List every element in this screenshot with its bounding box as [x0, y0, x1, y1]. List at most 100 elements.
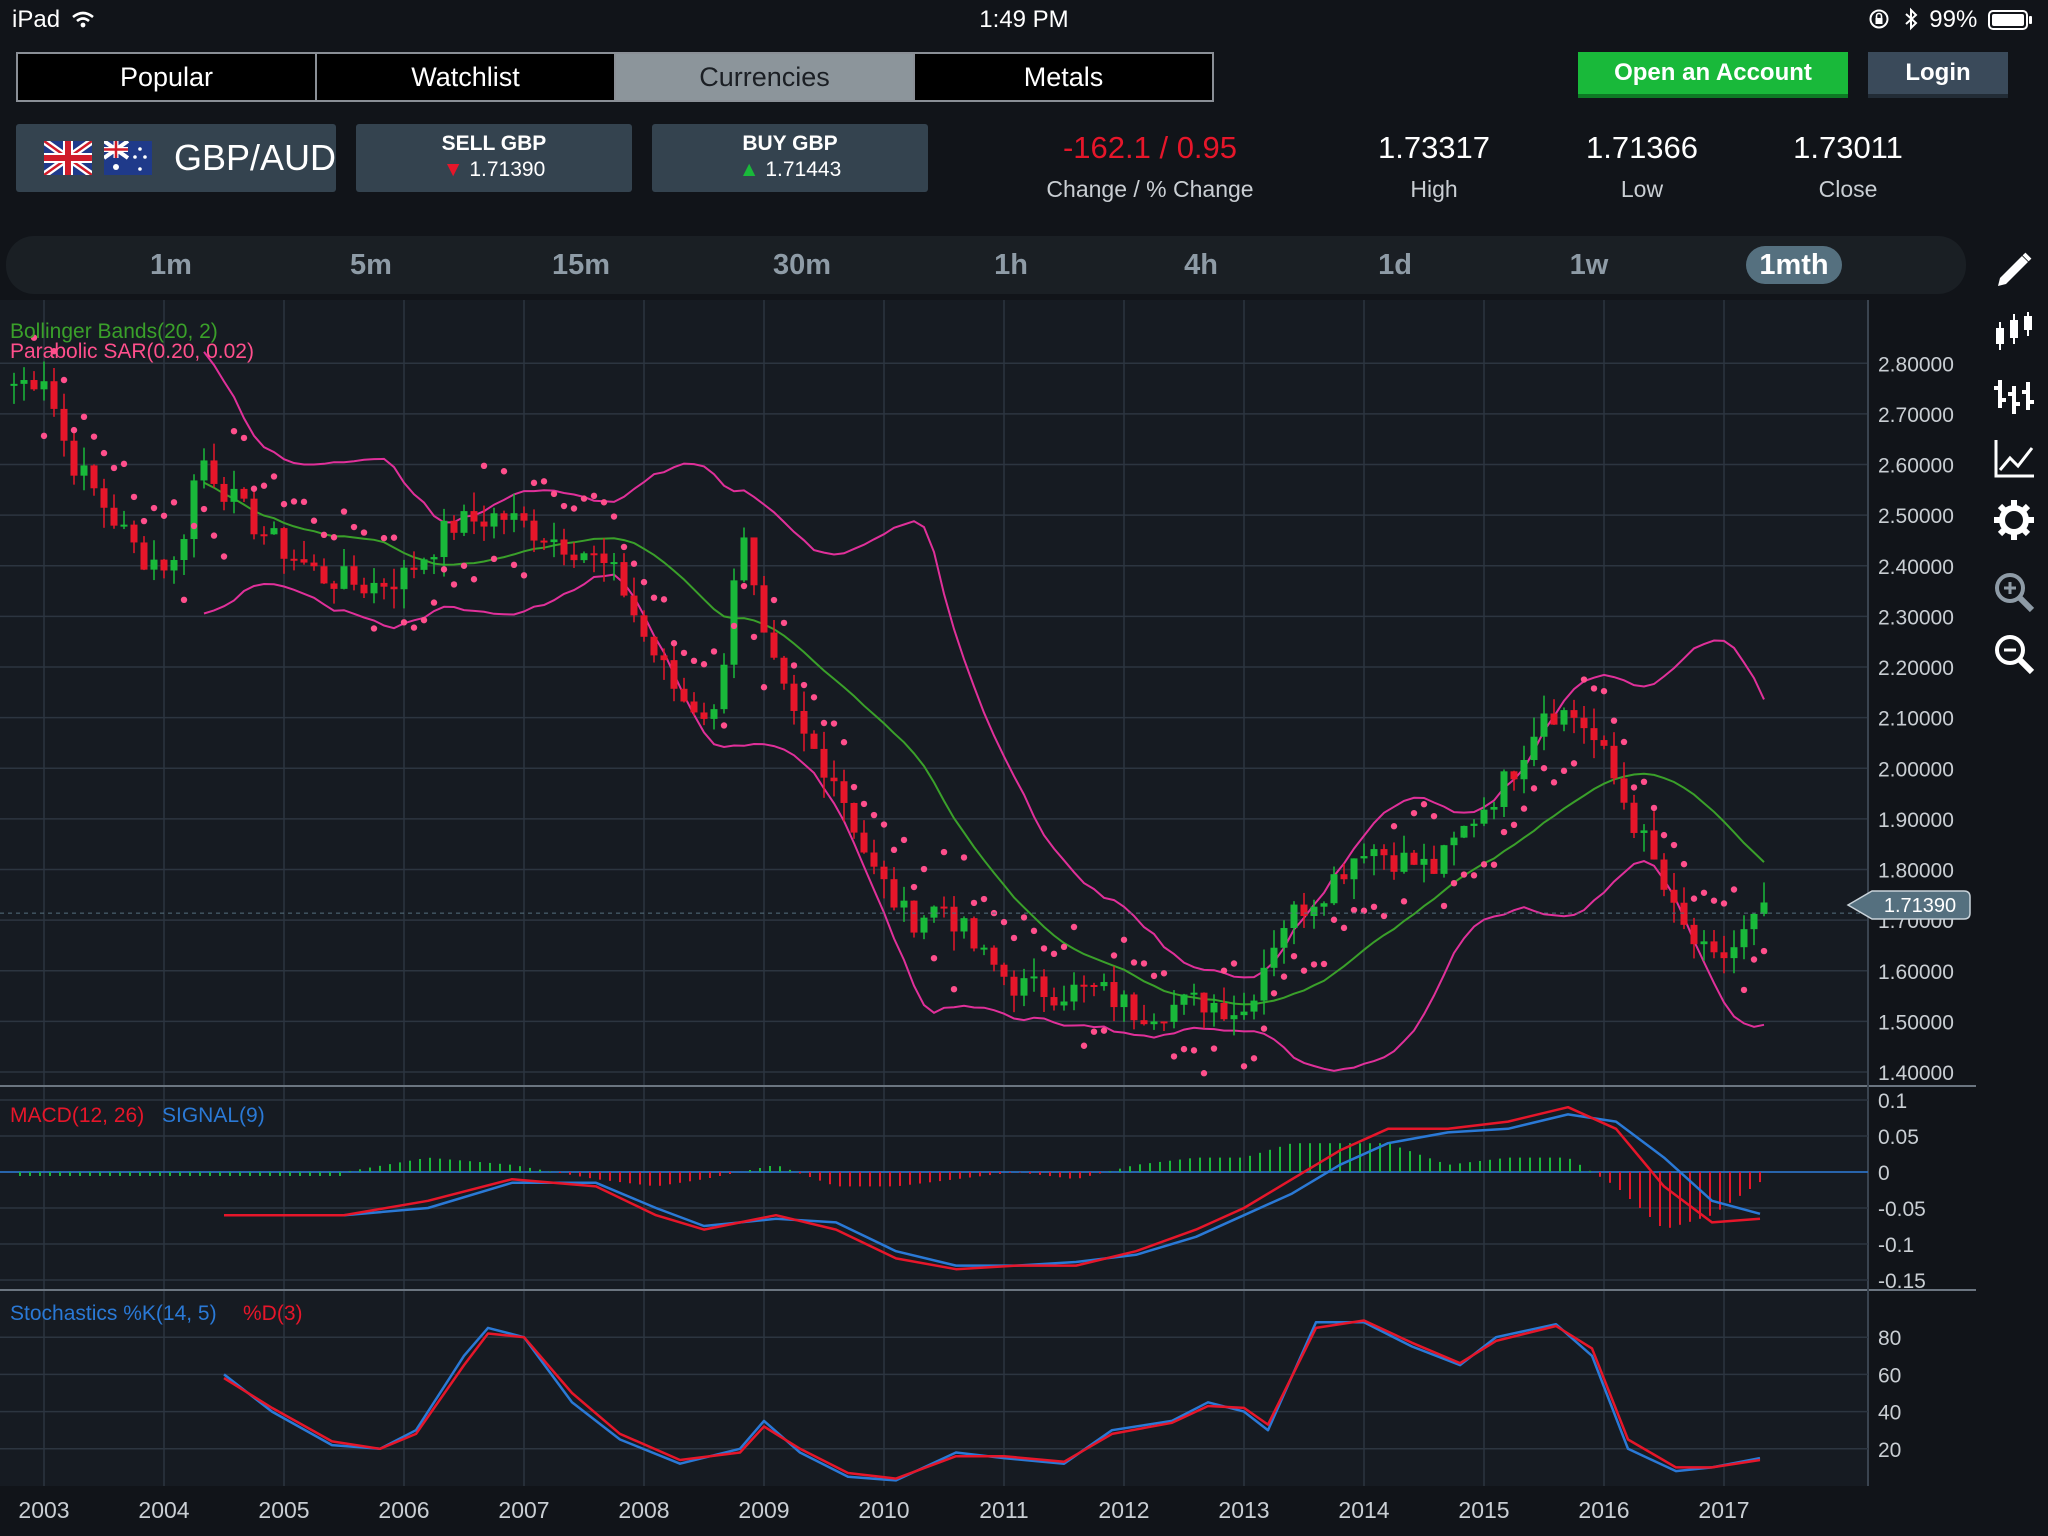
- candle-body: [140, 542, 148, 570]
- candle-body: [570, 554, 578, 561]
- price-chart[interactable]: 2003 2004 2005 2006 2007 2008 2009 2010 2011 2012…: [0, 300, 1976, 1536]
- y-tick-label: -0.15: [1878, 1270, 1926, 1293]
- pair-name: GBP/AUD: [173, 137, 336, 178]
- x-tick-label: 2012: [1098, 1497, 1149, 1523]
- candle-body: [450, 520, 458, 533]
- sar-dot: [940, 848, 948, 856]
- timeframe-1w[interactable]: 1w: [1569, 248, 1609, 281]
- tab-currencies[interactable]: Currencies: [616, 54, 915, 100]
- sar-dot: [380, 534, 388, 542]
- sar-dot: [450, 581, 458, 588]
- candle-body: [650, 636, 658, 656]
- timeframe-1h[interactable]: 1h: [994, 248, 1028, 281]
- timeframe-15m[interactable]: 15m: [551, 248, 611, 281]
- candle-body: [230, 488, 238, 502]
- macd-legend: MACD(12, 26): [10, 1104, 144, 1127]
- candle-body: [1470, 823, 1478, 826]
- candle-body: [1170, 1004, 1178, 1022]
- candle-body: [1510, 771, 1518, 780]
- candle-body: [460, 511, 468, 533]
- sar-dot: [820, 719, 828, 727]
- macd-chart-marks: [0, 1105, 1868, 1271]
- sar-dot: [1570, 760, 1578, 767]
- candle-body: [700, 712, 708, 719]
- sar-dot: [620, 543, 628, 551]
- sar-dot: [420, 616, 428, 624]
- y-tick-label: 1.40000: [1878, 1062, 1954, 1085]
- sar-dot: [170, 499, 178, 506]
- sar-dot: [160, 512, 168, 519]
- sar-dot: [240, 434, 248, 442]
- candle-body: [1320, 903, 1328, 907]
- sar-dot: [800, 681, 808, 689]
- sar-dot: [1450, 879, 1458, 887]
- candle-body: [730, 580, 738, 665]
- pencil-icon[interactable]: [1992, 248, 2036, 292]
- zoom-out-icon[interactable]: [1992, 632, 2036, 676]
- sar-dot: [280, 500, 288, 508]
- candlestick-icon[interactable]: [1992, 310, 2036, 354]
- sell-button[interactable]: SELL GBP ▼ 1.71390: [356, 124, 632, 192]
- candle-body: [480, 521, 488, 527]
- sar-dot: [530, 479, 538, 487]
- sar-dot: [730, 622, 738, 630]
- y-tick-label: -0.1: [1878, 1234, 1914, 1257]
- candle-body: [1600, 740, 1608, 746]
- sar-dot: [1480, 861, 1488, 868]
- candle-body: [210, 460, 218, 484]
- y-tick-label: 60: [1878, 1364, 1901, 1387]
- line-chart-icon[interactable]: [1992, 436, 2036, 480]
- candle-body: [540, 540, 548, 543]
- gear-icon[interactable]: [1992, 498, 2036, 542]
- sar-dot: [850, 783, 858, 791]
- sar-dot: [1430, 812, 1438, 820]
- timeframe-1m[interactable]: 1m: [150, 248, 192, 281]
- login-button[interactable]: Login: [1868, 52, 2008, 98]
- zoom-in-icon[interactable]: [1992, 570, 2036, 614]
- sar-dot: [1230, 960, 1238, 967]
- sar-dot: [700, 661, 708, 668]
- candle-body: [150, 559, 158, 570]
- chart-grid: [0, 300, 1976, 1486]
- tab-watchlist[interactable]: Watchlist: [317, 54, 616, 100]
- sar-dot: [1740, 986, 1748, 994]
- status-device: iPad: [12, 6, 95, 34]
- timeframe-4h[interactable]: 4h: [1184, 248, 1218, 281]
- candle-body: [1000, 964, 1008, 977]
- timeframe-5m[interactable]: 5m: [350, 248, 392, 281]
- rotation-lock-icon: [1869, 9, 1889, 29]
- y-tick-label: 40: [1878, 1402, 1901, 1425]
- sar-dot: [1130, 959, 1138, 966]
- instrument-selector[interactable]: GBP/AUD: [16, 124, 336, 192]
- high-stat: 1.73317 High: [1354, 130, 1514, 203]
- sar-dot: [310, 517, 318, 524]
- candle-body: [1250, 1000, 1258, 1012]
- candle-body: [930, 906, 938, 918]
- candle-body: [1590, 728, 1598, 741]
- sar-dot: [590, 492, 598, 500]
- candle-body: [1340, 874, 1348, 880]
- sar-dot: [1040, 945, 1048, 952]
- y-tick-label: 0.1: [1878, 1090, 1907, 1113]
- bar-chart-icon[interactable]: [1992, 374, 2036, 418]
- main-chart-marks: [0, 334, 1868, 1077]
- candle-body: [1040, 976, 1048, 998]
- sar-dot: [660, 596, 668, 603]
- tab-metals[interactable]: Metals: [915, 54, 1212, 100]
- candle-body: [1010, 976, 1018, 996]
- candle-body: [130, 524, 138, 543]
- timeframe-1mth[interactable]: 1mth: [1746, 246, 1842, 284]
- sar-dot: [370, 625, 378, 632]
- status-time: 1:49 PM: [979, 6, 1069, 33]
- timeframe-30m[interactable]: 30m: [772, 248, 832, 281]
- candle-body: [910, 900, 918, 933]
- candle-body: [440, 520, 448, 558]
- sar-dot: [100, 449, 108, 457]
- timeframe-1d[interactable]: 1d: [1378, 248, 1412, 281]
- candle-body: [1080, 984, 1088, 987]
- open-account-button[interactable]: Open an Account: [1578, 52, 1848, 98]
- tab-popular[interactable]: Popular: [18, 54, 317, 100]
- candle-body: [70, 440, 78, 476]
- candle-body: [830, 777, 838, 782]
- buy-button[interactable]: BUY GBP ▲ 1.71443: [652, 124, 928, 192]
